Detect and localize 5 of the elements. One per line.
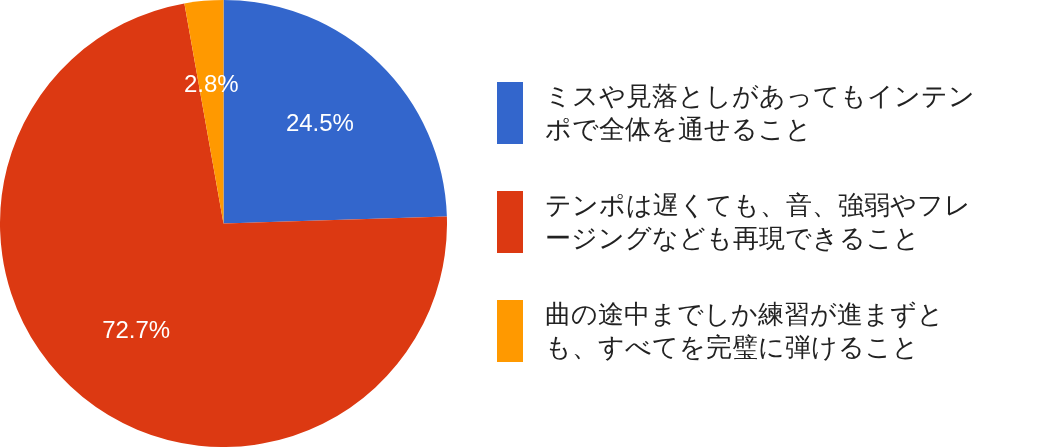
legend-label: ミスや見落としがあってもインテンポで全体を通せること (545, 80, 976, 146)
data-label: 24.5% (285, 108, 354, 136)
legend-label: 曲の途中までしか練習が進まずとも、すべてを完璧に弾けること (545, 298, 945, 364)
legend-label: テンポは遅くても、音、強弱やフレージングなども再現できること (545, 189, 972, 255)
data-label: 72.7% (102, 315, 171, 343)
